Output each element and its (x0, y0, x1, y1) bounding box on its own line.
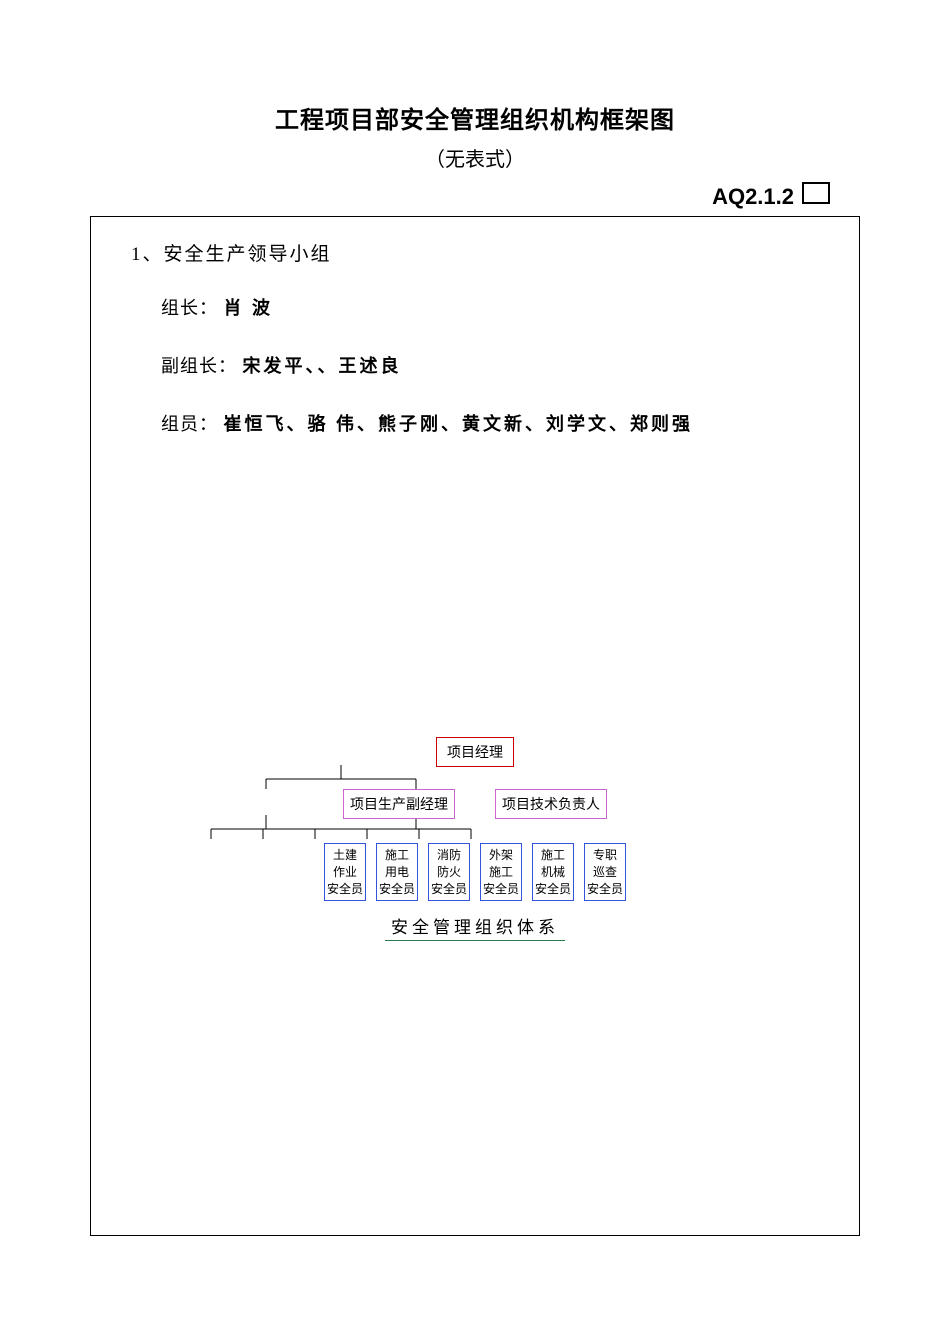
doc-code: AQ2.1.2 (712, 184, 794, 210)
page-subtitle: （无表式） (90, 143, 860, 172)
org-mid-node: 项目生产副经理 (343, 789, 455, 819)
member-names: 崔恒飞、骆 伟、熊子刚、黄文新、刘学文、郑则强 (224, 414, 694, 434)
leader-label: 组长： (161, 298, 218, 318)
org-leaf-node: 施工 用电 安全员 (376, 843, 418, 901)
member-label: 组员： (161, 414, 218, 434)
code-checkbox (802, 182, 830, 204)
page-title: 工程项目部安全管理组织机构框架图 (90, 100, 860, 135)
org-leaf-node: 外架 施工 安全员 (480, 843, 522, 901)
org-leaf-node: 专职 巡查 安全员 (584, 843, 626, 901)
org-mid-node: 项目技术负责人 (495, 789, 607, 819)
org-leaf-node: 土建 作业 安全员 (324, 843, 366, 901)
vice-label: 副组长： (161, 356, 237, 376)
org-mid-row: 项目生产副经理 项目技术负责人 (343, 789, 607, 819)
org-top-node: 项目经理 (436, 737, 514, 767)
code-row: AQ2.1.2 (90, 184, 860, 210)
leader-name: 肖 波 (224, 298, 274, 318)
org-leaf-row: 土建 作业 安全员 施工 用电 安全员 消防 防火 安全员 外架 施工 (324, 843, 626, 901)
org-leaf-node: 施工 机械 安全员 (532, 843, 574, 901)
org-caption: 安全管理组织体系 (385, 913, 565, 941)
main-box: 1、安全生产领导小组 组长： 肖 波 副组长： 宋发平、、王述良 组员： 崔恒飞… (90, 216, 860, 1236)
page: 工程项目部安全管理组织机构框架图 （无表式） AQ2.1.2 1、安全生产领导小… (0, 0, 950, 1276)
vice-names: 宋发平、、王述良 (243, 356, 402, 376)
org-chart: 项目经理 项目生产副经理 项目技术负责人 土建 作业 安全员 施工 用电 安全员… (91, 737, 859, 941)
section-heading: 1、安全生产领导小组 (131, 239, 819, 266)
vice-leader-line: 副组长： 宋发平、、王述良 (161, 352, 819, 378)
member-line: 组员： 崔恒飞、骆 伟、熊子刚、黄文新、刘学文、郑则强 (161, 410, 819, 436)
leader-line: 组长： 肖 波 (161, 294, 819, 320)
org-leaf-node: 消防 防火 安全员 (428, 843, 470, 901)
